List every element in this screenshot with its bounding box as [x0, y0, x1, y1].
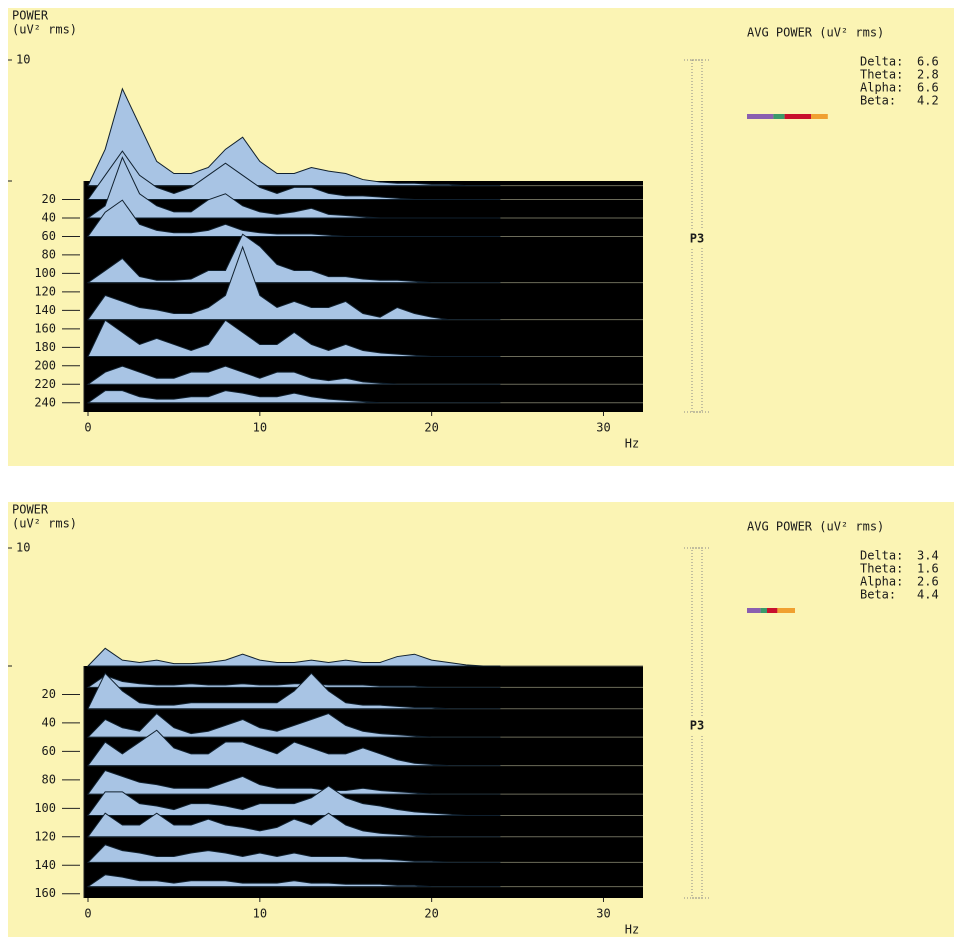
power-label: POWER: [12, 9, 49, 23]
plot-area: [84, 181, 643, 412]
epoch-tick-label: 180: [34, 340, 56, 354]
epoch-tick-label: 120: [34, 284, 56, 298]
freq-tick-label: 10: [253, 421, 267, 435]
epoch-tick-label: 40: [42, 715, 56, 729]
band-bar: [747, 608, 761, 613]
spectrum-trace: [87, 729, 501, 767]
epoch-tick-label: 160: [34, 321, 56, 335]
band-name: Beta:: [860, 588, 896, 602]
spectrum-trace: [87, 319, 501, 358]
band-name: Delta:: [860, 549, 903, 563]
band-value: 4.2: [917, 94, 939, 108]
freq-tick-label: 0: [84, 907, 91, 921]
plot-area: [84, 666, 643, 898]
spectrum-trace: [86, 712, 501, 738]
power-label: POWER: [12, 503, 49, 517]
epoch-tick-label: 100: [34, 266, 56, 280]
band-name: Theta:: [860, 562, 903, 576]
band-value: 2.6: [917, 575, 939, 589]
band-bar: [773, 114, 785, 119]
spectrum-trace: [87, 812, 501, 838]
epoch-tick-label: 120: [34, 829, 56, 843]
epoch-tick-label: 80: [42, 772, 56, 786]
epoch-tick-label: 160: [34, 886, 56, 900]
power-tick-label: 10: [16, 53, 30, 67]
channel-label-bg: [682, 230, 712, 248]
epoch-tick-label: 140: [34, 858, 56, 872]
spectrum-trace: [86, 844, 501, 863]
spectrum-trace: [87, 150, 501, 200]
epoch-tick-label: 220: [34, 377, 56, 391]
spectrum-trace: [86, 874, 501, 888]
epoch-tick-label: 20: [42, 192, 56, 206]
band-value: 3.4: [917, 549, 939, 563]
band-name: Alpha:: [860, 575, 903, 589]
spectrum-trace: [87, 199, 501, 237]
epoch-tick-label: 60: [42, 229, 56, 243]
epoch-tick-label: 60: [42, 744, 56, 758]
power-unit: (uV² rms): [12, 23, 77, 37]
freq-unit: Hz: [625, 923, 639, 937]
band-bar: [760, 608, 767, 613]
band-value: 2.8: [917, 68, 939, 82]
channel-label: P3: [690, 232, 704, 246]
epoch-tick-label: 40: [42, 210, 56, 224]
freq-tick-label: 20: [424, 421, 438, 435]
spectrum-trace: [87, 245, 501, 321]
spectrum-trace: [87, 769, 501, 795]
epoch-tick-label: 200: [34, 358, 56, 372]
epoch-tick-label: 20: [42, 687, 56, 701]
epoch-tick-label: 140: [34, 303, 56, 317]
channel-label: P3: [690, 719, 704, 733]
band-name: Beta:: [860, 94, 896, 108]
spectrum-trace: [86, 647, 501, 667]
freq-tick-label: 20: [424, 907, 438, 921]
band-bar: [747, 114, 774, 119]
freq-tick-label: 10: [253, 907, 267, 921]
band-bar: [767, 608, 778, 613]
power-unit: (uV² rms): [12, 517, 77, 531]
spectrum-trace: [87, 672, 501, 710]
band-name: Theta:: [860, 68, 903, 82]
avg-title: AVG POWER (uV² rms): [747, 520, 884, 534]
spectrum-trace: [86, 233, 501, 284]
spectrum-trace: [86, 390, 501, 404]
band-value: 1.6: [917, 562, 939, 576]
band-value: 6.6: [917, 55, 939, 69]
channel-label-bg: [682, 717, 712, 735]
spectrum-trace: [87, 785, 501, 816]
band-bar: [777, 608, 795, 613]
band-bar: [811, 114, 828, 119]
freq-tick-label: 30: [596, 421, 610, 435]
power-tick-label: 10: [16, 541, 30, 555]
epoch-tick-label: 240: [34, 395, 56, 409]
freq-tick-label: 30: [596, 907, 610, 921]
freq-unit: Hz: [625, 437, 639, 451]
freq-tick-label: 0: [84, 421, 91, 435]
avg-title: AVG POWER (uV² rms): [747, 26, 884, 40]
band-value: 4.4: [917, 588, 939, 602]
band-name: Delta:: [860, 55, 903, 69]
band-bar: [784, 114, 811, 119]
spectrum-trace: [86, 365, 501, 385]
epoch-tick-label: 80: [42, 247, 56, 261]
band-value: 6.6: [917, 81, 939, 95]
epoch-tick-label: 100: [34, 801, 56, 815]
band-name: Alpha:: [860, 81, 903, 95]
